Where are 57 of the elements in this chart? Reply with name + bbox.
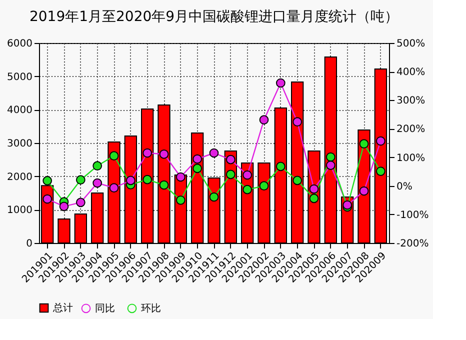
y2-tick-label: 300% bbox=[396, 96, 426, 107]
y-tick-label: 5000 bbox=[7, 72, 32, 83]
y-tick-label: 4000 bbox=[7, 105, 32, 116]
y-tick-label: 2000 bbox=[7, 172, 32, 183]
point bbox=[126, 176, 136, 186]
point bbox=[359, 186, 369, 196]
point bbox=[326, 160, 336, 170]
point bbox=[359, 139, 369, 149]
point bbox=[59, 202, 69, 212]
point bbox=[242, 170, 252, 180]
y2-tick-label: 400% bbox=[396, 67, 426, 78]
point bbox=[92, 161, 102, 171]
y2-tick-label: 200% bbox=[396, 124, 426, 136]
point bbox=[76, 198, 86, 208]
point bbox=[309, 194, 319, 204]
y-tick-label: 1000 bbox=[7, 205, 32, 216]
point bbox=[276, 162, 286, 172]
chart-title: 2019年1月至2020年9月中国碳酸锂进口量月度统计（吨） bbox=[29, 9, 399, 25]
y2-tick-label: 500% bbox=[396, 38, 426, 50]
point bbox=[292, 117, 302, 127]
y2-tick-label: 0% bbox=[396, 181, 412, 192]
y-tick-label: 0 bbox=[26, 238, 32, 250]
point bbox=[109, 151, 119, 161]
point bbox=[326, 152, 336, 162]
y-tick-label: 3000 bbox=[7, 138, 32, 150]
legend-label: 总计 bbox=[52, 302, 73, 314]
point bbox=[109, 183, 119, 193]
point bbox=[42, 176, 52, 186]
point bbox=[209, 148, 219, 158]
point bbox=[226, 154, 236, 164]
legend-label: 同比 bbox=[95, 302, 115, 314]
point bbox=[42, 194, 52, 204]
point bbox=[209, 192, 219, 202]
y2-tick-label: -100% bbox=[396, 210, 429, 221]
point bbox=[292, 176, 302, 186]
point bbox=[242, 184, 252, 194]
point bbox=[192, 164, 202, 174]
y-tick-label: 6000 bbox=[7, 38, 32, 50]
point bbox=[259, 181, 269, 191]
point bbox=[159, 180, 169, 190]
point bbox=[92, 178, 102, 188]
point bbox=[276, 78, 286, 88]
point bbox=[309, 184, 319, 194]
point bbox=[192, 154, 202, 164]
point bbox=[226, 170, 236, 180]
point bbox=[176, 195, 186, 205]
legend-label: 环比 bbox=[141, 302, 161, 314]
point bbox=[376, 166, 386, 176]
point bbox=[76, 175, 86, 185]
y2-tick-label: -200% bbox=[396, 238, 429, 250]
point bbox=[142, 174, 152, 184]
point bbox=[376, 136, 386, 146]
point bbox=[159, 149, 169, 159]
point bbox=[142, 148, 152, 158]
point bbox=[176, 172, 186, 182]
y2-tick-label: 100% bbox=[396, 152, 426, 164]
point bbox=[259, 115, 269, 125]
